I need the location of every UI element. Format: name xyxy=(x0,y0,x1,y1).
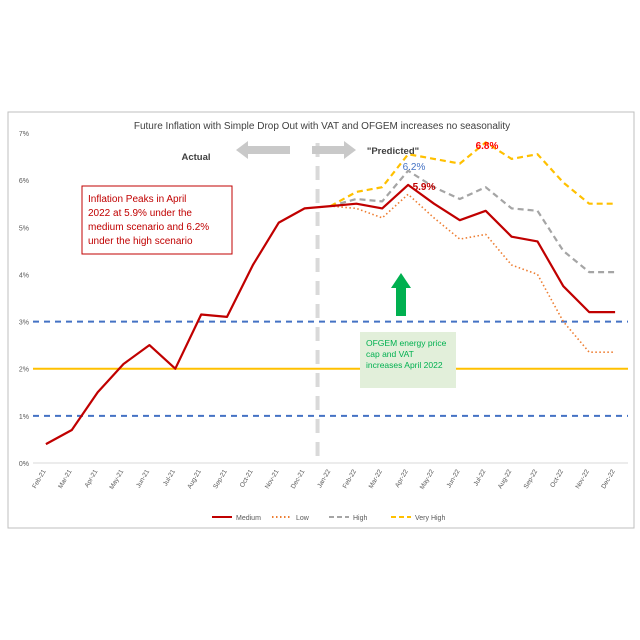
peak-medium-label: 5.9% xyxy=(413,182,436,193)
legend-label: Low xyxy=(296,515,310,522)
legend-label: High xyxy=(353,515,368,522)
arrow-right-icon xyxy=(312,141,356,159)
y-tick-label: 0% xyxy=(19,461,29,468)
chart-title: Future Inflation with Simple Drop Out wi… xyxy=(134,121,510,132)
inflation-box-text: Inflation Peaks in April 2022 at 5.9% und… xyxy=(88,194,209,247)
predicted-label: "Predicted" xyxy=(367,146,419,157)
series-line-high xyxy=(330,169,616,274)
ofgem-box xyxy=(360,332,456,388)
y-tick-label: 3% xyxy=(19,320,29,327)
y-tick-label: 6% xyxy=(19,178,29,185)
annotation-layer: Actual "Predicted" 6.2% 5.9% 6.8% Inflation P… xyxy=(81,141,499,388)
legend-label: Very High xyxy=(415,515,445,522)
inflation-box xyxy=(81,185,233,255)
series-layer xyxy=(45,141,616,446)
y-tick-label: 2% xyxy=(19,367,29,374)
y-tick-label: 1% xyxy=(19,414,29,421)
series-line-very-high xyxy=(329,141,616,208)
series-line-medium xyxy=(45,183,616,446)
legend-label: Medium xyxy=(236,515,261,522)
peak-high-label: 6.2% xyxy=(403,162,426,173)
y-tick-label: 7% xyxy=(19,131,29,138)
ofgem-box-text: OFGEM energy price cap and VAT increases A… xyxy=(366,338,447,370)
y-tick-label: 4% xyxy=(19,272,29,279)
chart-border xyxy=(7,111,635,529)
peak-veryhigh-label: 6.8% xyxy=(476,141,499,152)
arrow-left-icon xyxy=(236,141,290,159)
y-tick-label: 5% xyxy=(19,225,29,232)
actual-label: Actual xyxy=(181,152,210,163)
legend: Medium Low High Very High xyxy=(212,515,445,522)
reference-lines xyxy=(33,320,628,417)
arrow-up-icon xyxy=(391,273,411,316)
